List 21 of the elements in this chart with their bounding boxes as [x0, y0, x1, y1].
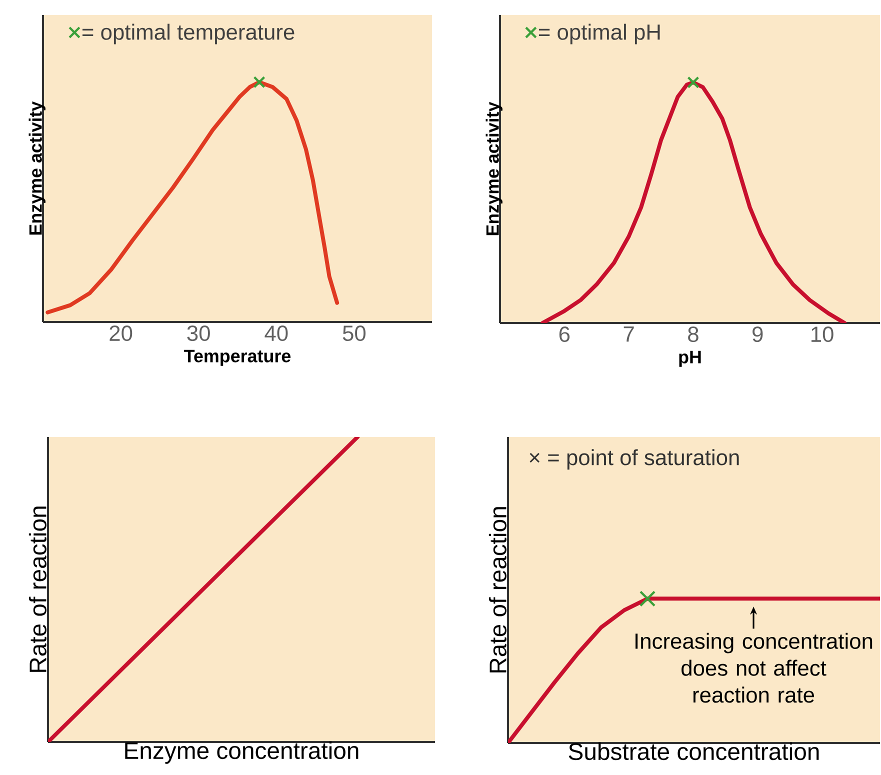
- x-axis-title: Enzyme concentration: [125, 742, 358, 764]
- legend-label: = optimal temperature: [82, 24, 294, 44]
- x-tick-label: 6: [559, 326, 570, 342]
- x-tick-label: 10: [812, 326, 834, 342]
- y-axis-title: Rate of reaction: [28, 506, 46, 672]
- y-axis-title: Enzyme activity: [28, 101, 46, 235]
- legend-label: = optimal pH: [538, 24, 660, 44]
- x-tick-label: 50: [342, 326, 366, 342]
- x-axis-title: Substrate concentration: [568, 742, 819, 760]
- x-axis-title: Temperature: [184, 350, 291, 366]
- x-tick-label: 40: [264, 326, 288, 342]
- x-axis-title: pH: [679, 350, 701, 367]
- annotation: Increasing concentration does not affect reaction rate: [636, 632, 872, 703]
- y-axis-title: Enzyme activity: [486, 102, 502, 236]
- x-tick-label: 7: [624, 326, 634, 342]
- x-tick-label: 9: [752, 326, 763, 342]
- x-tick-label: 8: [688, 326, 698, 342]
- text: × = point of saturation: [530, 449, 739, 470]
- x-tick-label: 20: [110, 326, 132, 342]
- x-tick-label: 30: [187, 326, 210, 342]
- y-axis-title: Rate of reaction: [488, 507, 506, 672]
